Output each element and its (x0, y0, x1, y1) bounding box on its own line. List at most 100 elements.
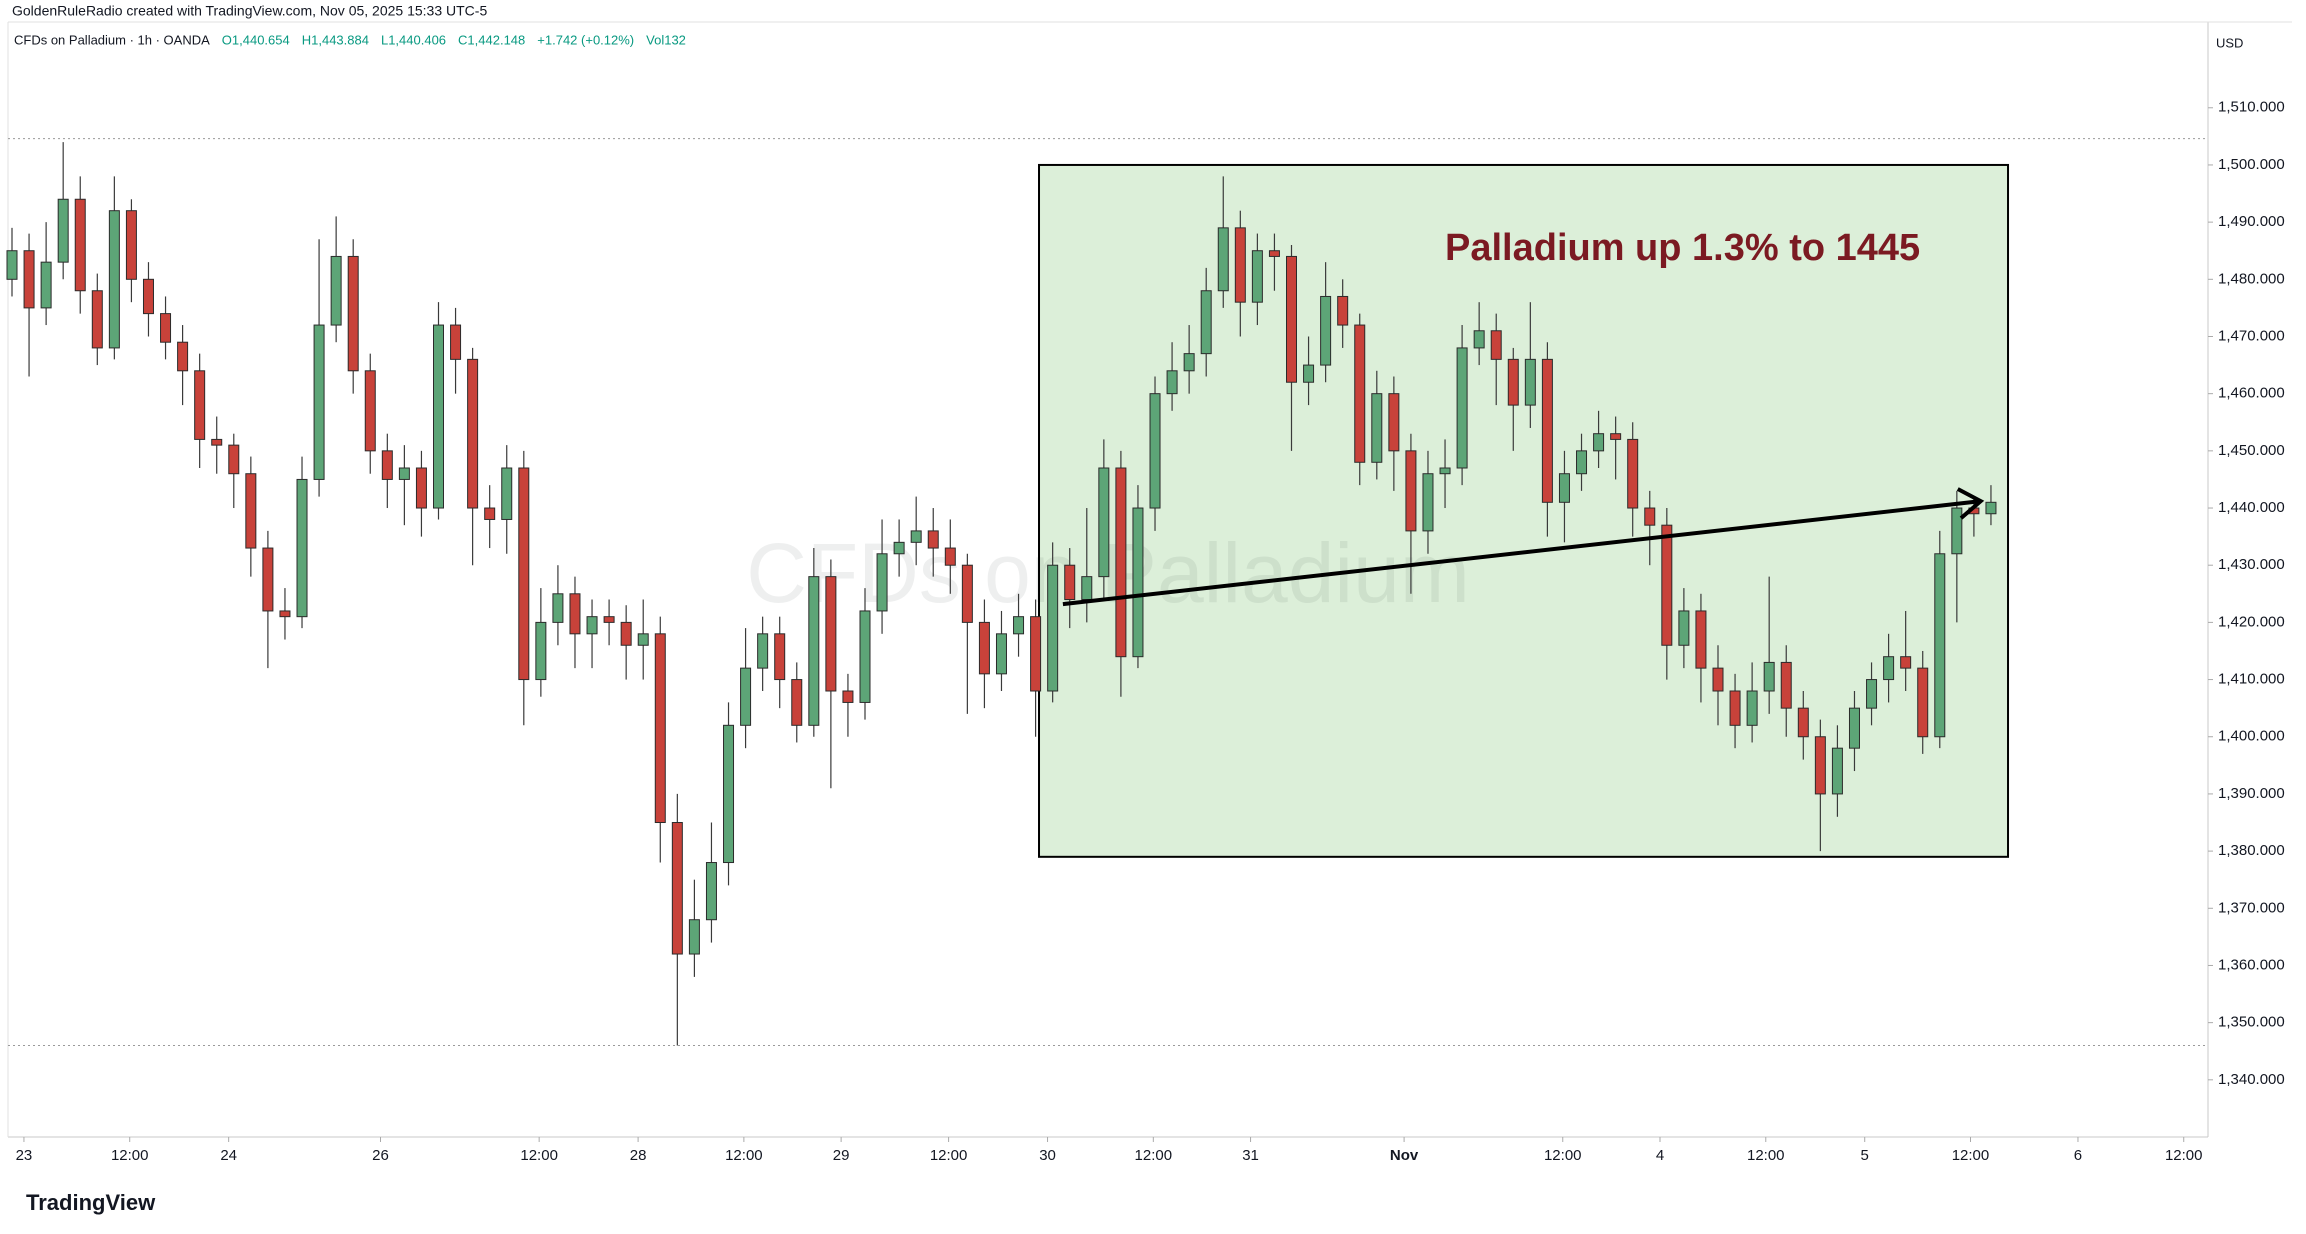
candle-body (1098, 467, 1110, 578)
candle-body (467, 358, 479, 509)
candle-body (1473, 330, 1485, 349)
currency: USD (2216, 35, 2243, 50)
candle-body (1712, 667, 1724, 692)
x-tick-label: 31 (1242, 1147, 1259, 1164)
candle-body (1848, 707, 1860, 749)
candle-body (1013, 616, 1025, 635)
candle-body (1695, 610, 1707, 669)
y-tick-label: 1,350.000 (2218, 1014, 2285, 1031)
x-tick-label: 12:00 (2165, 1147, 2203, 1164)
x-tick-label: 26 (372, 1147, 389, 1164)
legend-item: C1,442.148 (458, 32, 525, 47)
candle-body (296, 478, 308, 618)
candle-body (125, 210, 137, 280)
x-tick-label: 4 (1656, 1147, 1664, 1164)
y-tick-label: 1,400.000 (2218, 728, 2285, 745)
y-tick-label: 1,460.000 (2218, 385, 2285, 402)
candle-body (347, 255, 359, 372)
candle-body (620, 621, 632, 646)
y-tick-label: 1,340.000 (2218, 1071, 2285, 1088)
candle-body (330, 255, 342, 326)
legend: CFDs on Palladium · 1h · OANDA O1,440.654… (14, 32, 686, 47)
candle-body (194, 370, 206, 440)
candle-body (211, 438, 223, 446)
candle-body (364, 370, 376, 452)
candle-body (1388, 393, 1400, 452)
y-tick-label: 1,390.000 (2218, 785, 2285, 802)
y-tick-label: 1,420.000 (2218, 613, 2285, 630)
candle-body (654, 633, 666, 824)
candle-body (842, 690, 854, 703)
x-tick-label: 29 (833, 1147, 850, 1164)
y-tick-label: 1,490.000 (2218, 213, 2285, 230)
candle-body (279, 610, 291, 618)
candle-body (313, 324, 325, 480)
candle-body (228, 444, 240, 475)
x-tick-label: 12:00 (111, 1147, 149, 1164)
candle-body (245, 473, 257, 549)
x-tick-label: 5 (1861, 1147, 1869, 1164)
candle-body (1320, 295, 1332, 366)
candle-body (1132, 507, 1144, 658)
candle-body (705, 862, 717, 921)
candle-body (1217, 227, 1229, 292)
arrow-head (1956, 487, 1985, 520)
candle-body (1337, 295, 1349, 326)
candle-body (91, 290, 103, 349)
x-tick-label: 12:00 (1135, 1147, 1173, 1164)
candle-body (1200, 290, 1212, 355)
y-tick-label: 1,430.000 (2218, 556, 2285, 573)
y-tick-label: 1,370.000 (2218, 899, 2285, 916)
candle-body (1183, 353, 1195, 372)
x-tick-label: 24 (220, 1147, 237, 1164)
candle-body (740, 667, 752, 726)
candle-body (1917, 667, 1929, 738)
candle-body (57, 198, 69, 263)
candle-body (1047, 564, 1059, 692)
candle-body (1951, 507, 1963, 555)
legend-item: +1.742 (+0.12%) (537, 32, 634, 47)
highlight-box (1038, 163, 2010, 858)
x-tick-label: 12:00 (930, 1147, 968, 1164)
brand: TradingView (26, 1190, 156, 1215)
candle-body (6, 250, 18, 280)
y-tick-label: 1,470.000 (2218, 327, 2285, 344)
candle-body (944, 547, 956, 566)
annotation: Palladium up 1.3% to 1445 (1445, 227, 1920, 269)
header: GoldenRuleRadio created with TradingView… (12, 3, 487, 19)
x-tick-label: 12:00 (725, 1147, 763, 1164)
plot: 1,340.000 1,350.000 1,360.000 1,370.000 1,38… (6, 99, 2285, 1164)
x-tick-label: 12:00 (1952, 1147, 1990, 1164)
candle-body (1149, 393, 1161, 509)
y-tick-label: 1,510.000 (2218, 99, 2285, 116)
candle-body (74, 198, 86, 292)
candle-body (40, 261, 52, 309)
candle-body (1166, 370, 1178, 395)
candle-body (450, 324, 462, 360)
candle-body (1797, 707, 1809, 738)
candle-body (177, 341, 189, 372)
candle-body (484, 507, 496, 520)
y-tick-label: 1,450.000 (2218, 442, 2285, 459)
candle-body (603, 616, 615, 623)
candle-body (910, 530, 922, 543)
x-tick-label: 6 (2074, 1147, 2082, 1164)
legend-item: Vol132 (646, 32, 686, 47)
x-tick-label: 12:00 (1544, 1147, 1582, 1164)
candle-body (1558, 473, 1570, 503)
candle-body (1661, 524, 1673, 646)
candle-body (1934, 553, 1946, 738)
candle-body (1439, 467, 1451, 475)
candle-body (1593, 433, 1605, 452)
candle-body (791, 679, 803, 726)
candle-body (723, 724, 735, 864)
candle-body (1644, 507, 1656, 526)
candle-body (586, 616, 598, 635)
candle-body (927, 530, 939, 549)
candle-body (518, 467, 530, 681)
candle-body (671, 822, 683, 955)
candle-body (1985, 501, 1997, 515)
legend-item: L1,440.406 (381, 32, 446, 47)
candle-body (757, 633, 769, 669)
candle-body (1610, 433, 1622, 440)
